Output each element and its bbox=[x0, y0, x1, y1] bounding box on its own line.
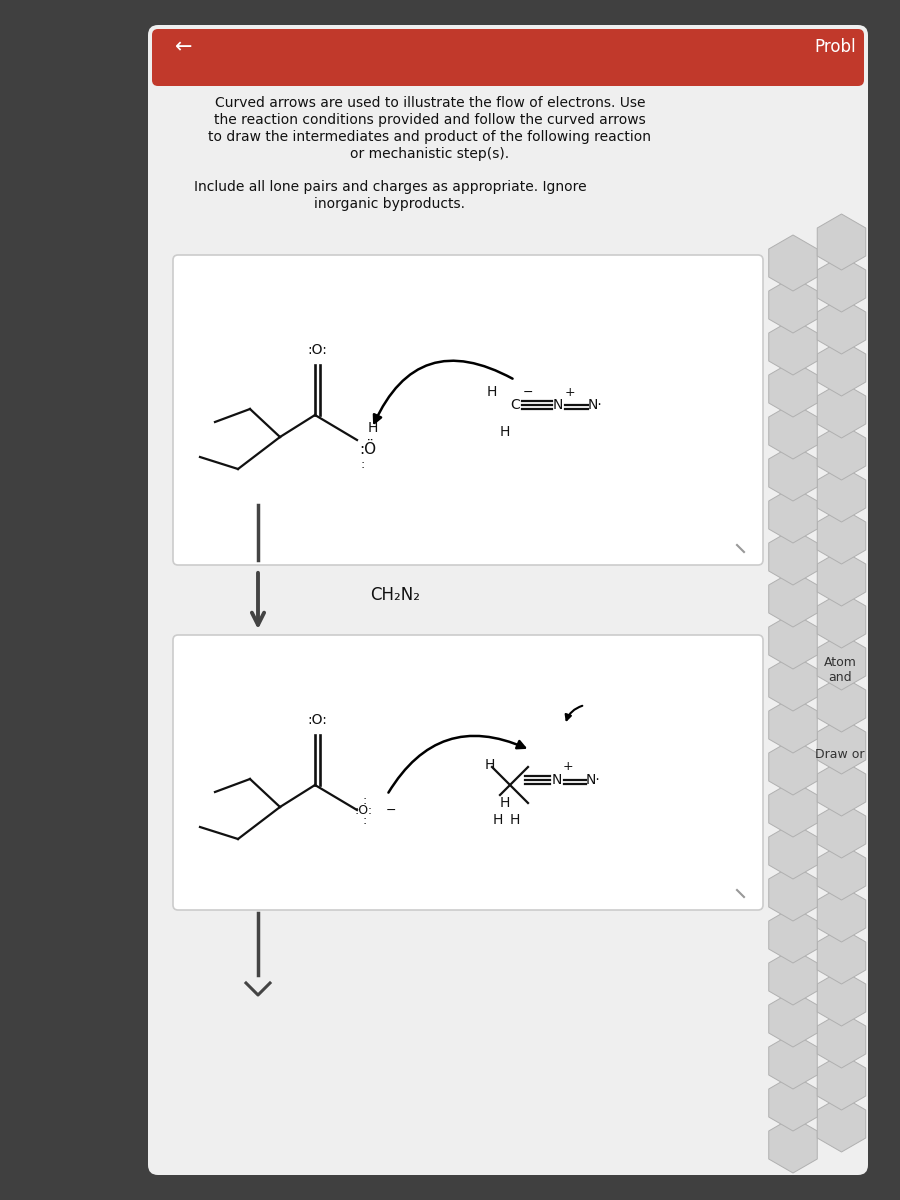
Polygon shape bbox=[769, 991, 817, 1046]
Text: inorganic byproducts.: inorganic byproducts. bbox=[314, 197, 465, 211]
Text: N: N bbox=[552, 773, 562, 787]
Text: :O:: :O: bbox=[307, 343, 327, 358]
FancyBboxPatch shape bbox=[148, 25, 868, 1175]
Text: H: H bbox=[500, 425, 510, 439]
Polygon shape bbox=[817, 340, 866, 396]
Text: Include all lone pairs and charges as appropriate. Ignore: Include all lone pairs and charges as ap… bbox=[194, 180, 586, 194]
Text: H: H bbox=[487, 385, 497, 398]
Polygon shape bbox=[817, 1054, 866, 1110]
Polygon shape bbox=[769, 235, 817, 290]
Text: +: + bbox=[564, 385, 575, 398]
Text: :: : bbox=[363, 793, 367, 806]
Text: H: H bbox=[493, 814, 503, 827]
Polygon shape bbox=[769, 907, 817, 962]
Text: CH₂N₂: CH₂N₂ bbox=[370, 586, 420, 604]
FancyBboxPatch shape bbox=[173, 635, 763, 910]
Polygon shape bbox=[817, 718, 866, 774]
Text: to draw the intermediates and product of the following reaction: to draw the intermediates and product of… bbox=[209, 130, 652, 144]
Text: N: N bbox=[553, 398, 563, 412]
Polygon shape bbox=[769, 319, 817, 374]
Polygon shape bbox=[769, 487, 817, 542]
Polygon shape bbox=[817, 634, 866, 690]
Bar bbox=[158, 35, 858, 70]
Text: :: : bbox=[363, 814, 367, 827]
Polygon shape bbox=[769, 445, 817, 502]
Text: H: H bbox=[485, 758, 495, 772]
Polygon shape bbox=[769, 1033, 817, 1090]
Text: N·: N· bbox=[588, 398, 602, 412]
FancyBboxPatch shape bbox=[173, 254, 763, 565]
Polygon shape bbox=[769, 949, 817, 1006]
Polygon shape bbox=[769, 613, 817, 670]
Text: C: C bbox=[510, 398, 520, 412]
Polygon shape bbox=[769, 781, 817, 838]
Polygon shape bbox=[769, 1117, 817, 1174]
Text: ←: ← bbox=[175, 37, 193, 56]
Polygon shape bbox=[817, 970, 866, 1026]
Polygon shape bbox=[817, 592, 866, 648]
Text: :Ö: :Ö bbox=[359, 442, 376, 457]
Text: Probl: Probl bbox=[814, 38, 856, 56]
Polygon shape bbox=[817, 676, 866, 732]
Polygon shape bbox=[817, 1012, 866, 1068]
Text: :: : bbox=[361, 458, 365, 470]
Polygon shape bbox=[769, 739, 817, 794]
Polygon shape bbox=[817, 382, 866, 438]
Text: +: + bbox=[562, 761, 573, 774]
Text: N·: N· bbox=[586, 773, 600, 787]
Polygon shape bbox=[817, 214, 866, 270]
Text: :O:: :O: bbox=[355, 804, 374, 816]
Polygon shape bbox=[817, 550, 866, 606]
Text: the reaction conditions provided and follow the curved arrows: the reaction conditions provided and fol… bbox=[214, 113, 646, 127]
Polygon shape bbox=[817, 466, 866, 522]
Polygon shape bbox=[817, 928, 866, 984]
Polygon shape bbox=[769, 571, 817, 626]
Polygon shape bbox=[769, 823, 817, 878]
FancyBboxPatch shape bbox=[152, 29, 864, 86]
Polygon shape bbox=[817, 256, 866, 312]
Text: H: H bbox=[509, 814, 520, 827]
Polygon shape bbox=[769, 277, 817, 332]
Polygon shape bbox=[817, 508, 866, 564]
Polygon shape bbox=[817, 760, 866, 816]
Text: Atom
and: Atom and bbox=[824, 656, 857, 684]
Polygon shape bbox=[769, 1075, 817, 1130]
Text: −: − bbox=[523, 385, 533, 398]
Polygon shape bbox=[769, 403, 817, 458]
Polygon shape bbox=[817, 1096, 866, 1152]
Polygon shape bbox=[817, 844, 866, 900]
Polygon shape bbox=[817, 298, 866, 354]
Polygon shape bbox=[769, 529, 817, 584]
Polygon shape bbox=[817, 424, 866, 480]
Text: Curved arrows are used to illustrate the flow of electrons. Use: Curved arrows are used to illustrate the… bbox=[215, 96, 645, 110]
Polygon shape bbox=[769, 865, 817, 922]
Text: H: H bbox=[368, 421, 378, 434]
Text: Draw or: Draw or bbox=[815, 749, 865, 762]
Text: −: − bbox=[386, 804, 396, 816]
Text: :O:: :O: bbox=[307, 713, 327, 727]
Polygon shape bbox=[769, 655, 817, 710]
Text: or mechanistic step(s).: or mechanistic step(s). bbox=[350, 146, 509, 161]
Polygon shape bbox=[817, 802, 866, 858]
Polygon shape bbox=[769, 361, 817, 416]
Polygon shape bbox=[769, 697, 817, 754]
Text: H: H bbox=[500, 796, 510, 810]
Polygon shape bbox=[817, 886, 866, 942]
